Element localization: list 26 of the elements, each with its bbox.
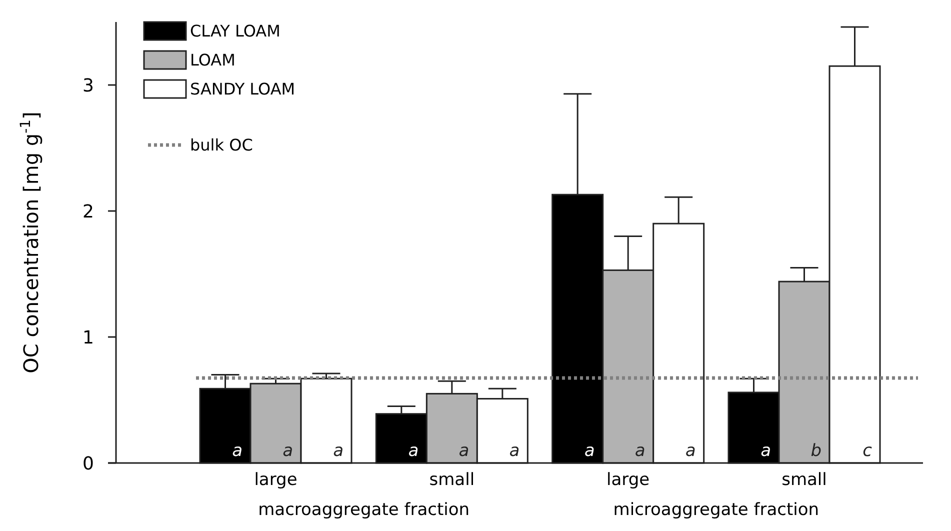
x-tick-label: large xyxy=(606,470,650,490)
data-label: a xyxy=(232,441,242,461)
data-label: a xyxy=(760,441,771,461)
data-label: a xyxy=(634,441,646,461)
y-tick-label: 2 xyxy=(82,201,94,222)
data-label: c xyxy=(862,441,873,461)
data-label: a xyxy=(282,441,293,461)
x-tick-label: small xyxy=(429,470,475,490)
legend-label: bulk OC xyxy=(190,136,253,155)
data-label: a xyxy=(685,441,696,461)
data-label: b xyxy=(810,441,822,461)
data-label: a xyxy=(408,441,419,461)
data-label: a xyxy=(333,441,344,461)
x-tick-label: small xyxy=(782,470,827,490)
data-label: a xyxy=(584,441,595,461)
data-label: a xyxy=(509,441,520,461)
legend-label: CLAY LOAM xyxy=(190,22,280,41)
y-tick-label: 3 xyxy=(82,75,94,96)
legend-label: LOAM xyxy=(190,50,236,70)
x-tick-label: large xyxy=(254,470,298,490)
y-tick-label: 1 xyxy=(82,327,94,348)
text: microaggregate fraction xyxy=(613,500,820,520)
text: macroaggregate fraction xyxy=(258,500,470,520)
data-label: a xyxy=(458,441,470,461)
y-tick-label: 0 xyxy=(82,453,94,474)
legend-label: SANDY LOAM xyxy=(190,80,296,99)
